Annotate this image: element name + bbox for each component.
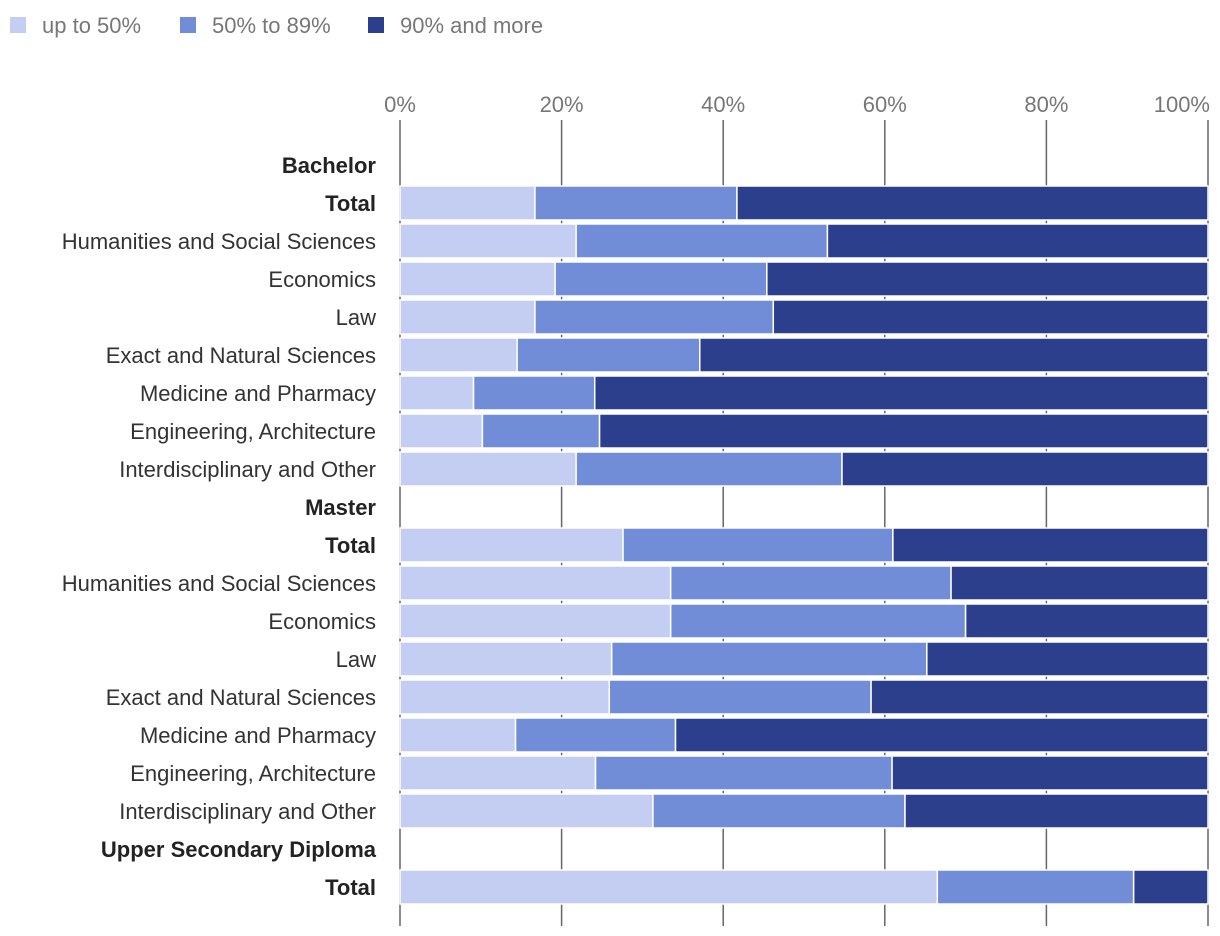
category-label: Total — [325, 191, 376, 216]
bar-segment-90-and-more — [674, 717, 1209, 753]
category-label: Economics — [268, 267, 376, 292]
bar-segment-50-to-89- — [622, 527, 894, 563]
bar-segment-up-to-50- — [399, 717, 517, 753]
x-tick-label-1: 20% — [540, 92, 584, 117]
bar-segment-90-and-more — [892, 527, 1209, 563]
chart-legend: up to 50% 50% to 89% 90% and more — [10, 13, 543, 38]
x-axis-ticks: 0% 20% 40% 60% 80% 100% — [384, 92, 1210, 117]
bar-segment-50-to-89- — [554, 261, 768, 297]
legend-swatch-2 — [180, 17, 196, 33]
bar-segment-up-to-50- — [399, 565, 672, 601]
bar-segment-90-and-more — [598, 413, 1209, 449]
legend-label-1: up to 50% — [42, 13, 141, 38]
bar-segment-up-to-50- — [399, 375, 475, 411]
bar-segment-up-to-50- — [399, 793, 654, 829]
bar-segment-up-to-50- — [399, 185, 536, 221]
category-label: Medicine and Pharmacy — [140, 723, 376, 748]
group-header-label: Upper Secondary Diploma — [101, 837, 377, 862]
bar-segment-50-to-89- — [575, 223, 829, 259]
bar-segment-50-to-89- — [594, 755, 893, 791]
bar-segment-90-and-more — [964, 603, 1209, 639]
bar-segment-50-to-89- — [481, 413, 601, 449]
bar-segment-50-to-89- — [669, 603, 967, 639]
bar-segment-50-to-89- — [514, 717, 677, 753]
bar-segment-up-to-50- — [399, 413, 484, 449]
bar-segment-up-to-50- — [399, 527, 624, 563]
group-header-label: Bachelor — [282, 153, 377, 178]
bar-segment-90-and-more — [870, 679, 1209, 715]
category-label: Medicine and Pharmacy — [140, 381, 376, 406]
bar-segment-90-and-more — [1132, 869, 1209, 905]
category-label: Humanities and Social Sciences — [62, 571, 376, 596]
x-tick-label-5: 100% — [1154, 92, 1210, 117]
category-label: Engineering, Architecture — [130, 761, 376, 786]
bar-segment-90-and-more — [904, 793, 1209, 829]
category-label: Economics — [268, 609, 376, 634]
bar-segment-up-to-50- — [399, 755, 597, 791]
category-label: Interdisciplinary and Other — [119, 457, 376, 482]
category-label: Law — [336, 305, 376, 330]
x-tick-label-0: 0% — [384, 92, 416, 117]
bar-segment-up-to-50- — [399, 299, 536, 335]
bar-segment-50-to-89- — [516, 337, 701, 373]
category-label: Interdisciplinary and Other — [119, 799, 376, 824]
bar-segment-50-to-89- — [936, 869, 1135, 905]
bar-segment-90-and-more — [772, 299, 1209, 335]
bar-segment-up-to-50- — [399, 451, 577, 487]
category-label: Engineering, Architecture — [130, 419, 376, 444]
legend-swatch-1 — [10, 17, 26, 33]
bar-segment-up-to-50- — [399, 679, 611, 715]
bar-segment-50-to-89- — [610, 641, 928, 677]
bar-segment-90-and-more — [593, 375, 1209, 411]
bar-segment-90-and-more — [699, 337, 1209, 373]
bar-segment-90-and-more — [891, 755, 1209, 791]
x-tick-label-4: 80% — [1024, 92, 1068, 117]
bar-segment-up-to-50- — [399, 603, 672, 639]
chart-bars — [399, 185, 1209, 905]
category-label: Exact and Natural Sciences — [106, 685, 376, 710]
legend-swatch-3 — [368, 17, 384, 33]
bar-segment-50-to-89- — [608, 679, 872, 715]
group-header-label: Master — [305, 495, 376, 520]
x-tick-label-2: 40% — [701, 92, 745, 117]
bar-segment-50-to-89- — [472, 375, 596, 411]
bar-segment-90-and-more — [841, 451, 1209, 487]
category-label: Total — [325, 875, 376, 900]
category-labels: Bachelor Total Humanities and Social Scien… — [62, 153, 377, 900]
bar-segment-50-to-89- — [534, 299, 775, 335]
category-label: Total — [325, 533, 376, 558]
category-label: Humanities and Social Sciences — [62, 229, 376, 254]
bar-segment-90-and-more — [766, 261, 1209, 297]
legend-label-2: 50% to 89% — [212, 13, 331, 38]
category-label: Law — [336, 647, 376, 672]
legend-label-3: 90% and more — [400, 13, 543, 38]
bar-segment-up-to-50- — [399, 641, 613, 677]
bar-segment-50-to-89- — [575, 451, 843, 487]
bar-segment-90-and-more — [950, 565, 1209, 601]
category-label: Exact and Natural Sciences — [106, 343, 376, 368]
bar-segment-90-and-more — [826, 223, 1209, 259]
bar-segment-up-to-50- — [399, 869, 939, 905]
x-tick-label-3: 60% — [863, 92, 907, 117]
bar-segment-up-to-50- — [399, 261, 556, 297]
bar-segment-90-and-more — [736, 185, 1209, 221]
bar-segment-50-to-89- — [534, 185, 738, 221]
bar-segment-up-to-50- — [399, 223, 577, 259]
bar-segment-up-to-50- — [399, 337, 518, 373]
bar-segment-50-to-89- — [652, 793, 906, 829]
bar-segment-90-and-more — [926, 641, 1209, 677]
bar-segment-50-to-89- — [669, 565, 952, 601]
